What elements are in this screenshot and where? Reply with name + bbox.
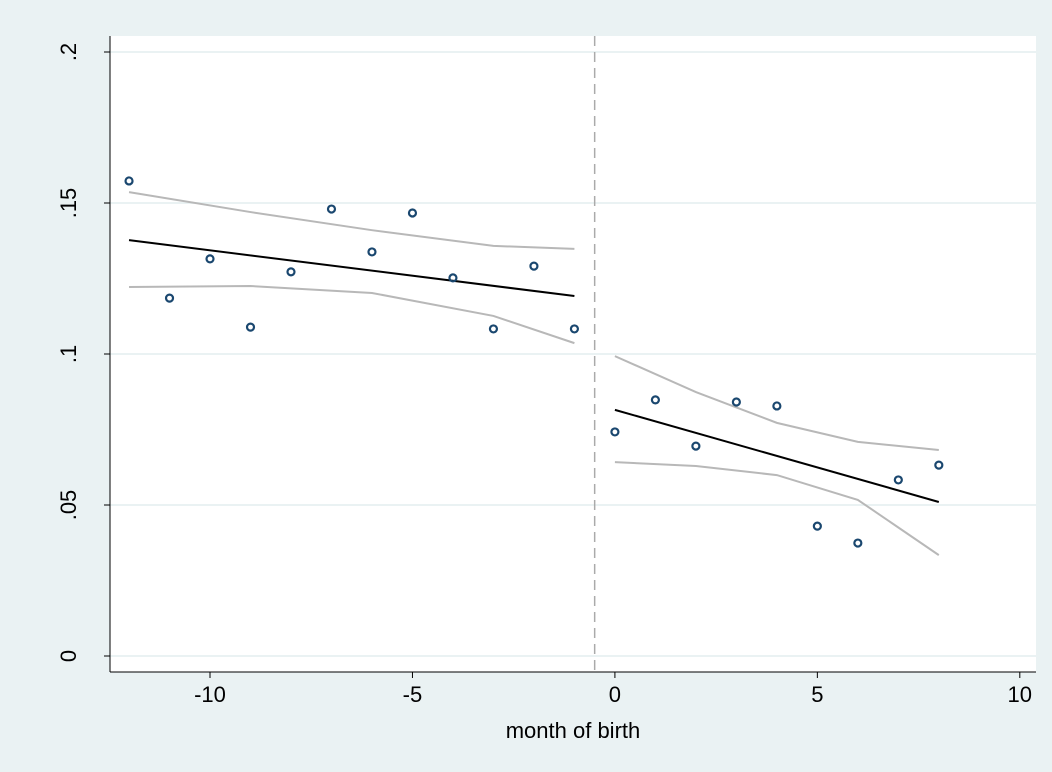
x-tick-label: -5	[403, 682, 423, 707]
ci-line	[128, 191, 575, 250]
data-point	[448, 273, 458, 283]
y-tick-label: .05	[56, 490, 81, 521]
y-tick-label: 0	[56, 650, 81, 662]
x-tick-label: -10	[194, 682, 226, 707]
data-point	[407, 208, 418, 218]
data-point	[529, 261, 539, 271]
data-point	[812, 521, 822, 531]
y-tick-label: .2	[56, 43, 81, 61]
fit-line	[128, 239, 575, 298]
data-point	[893, 475, 903, 485]
data-point	[205, 254, 215, 264]
data-point	[326, 204, 337, 214]
data-point	[853, 538, 863, 548]
data-point	[772, 401, 782, 411]
x-tick-label: 10	[1008, 682, 1032, 707]
data-point	[731, 397, 741, 407]
data-point	[691, 441, 701, 451]
y-tick-label: .15	[56, 188, 81, 219]
data-point	[650, 395, 660, 405]
fit-line	[614, 408, 940, 503]
data-point	[488, 324, 499, 334]
y-tick-label: .1	[56, 345, 81, 363]
data-point	[934, 460, 944, 470]
ci-line	[614, 461, 940, 556]
data-point	[367, 247, 377, 257]
data-point	[286, 267, 296, 277]
ci-line	[614, 355, 939, 452]
ci-line	[129, 285, 575, 345]
x-tick-label: 0	[609, 682, 621, 707]
data-point	[245, 322, 256, 332]
data-point	[124, 176, 134, 186]
data-point	[569, 324, 580, 334]
x-axis-label: month of birth	[506, 718, 641, 743]
data-point	[610, 427, 620, 437]
x-tick-label: 5	[811, 682, 823, 707]
data-point	[164, 293, 175, 303]
